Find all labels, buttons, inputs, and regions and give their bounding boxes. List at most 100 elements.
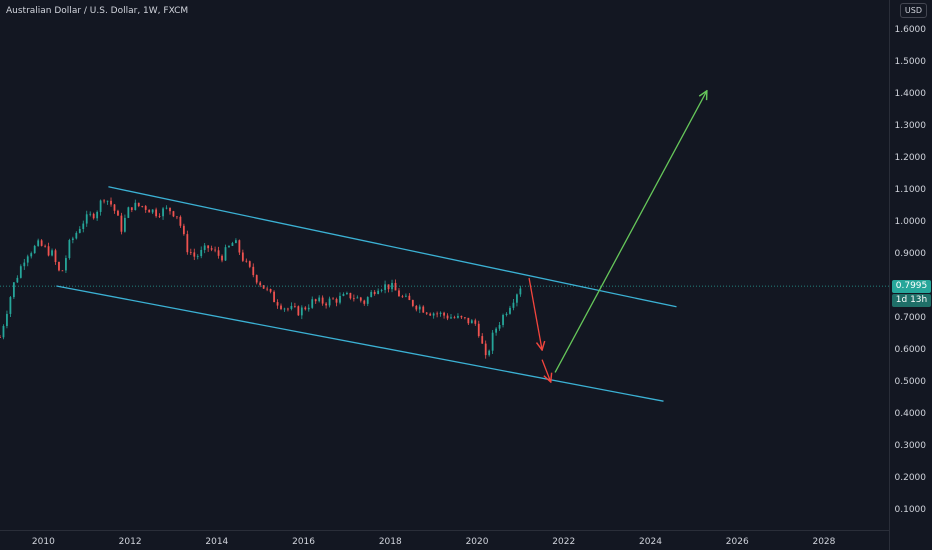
time-axis[interactable]: 2010 2012 2014 2016 2018 2020 2022 2024 2026 2028 (0, 530, 889, 550)
candle-down (335, 299, 338, 303)
candle-up (356, 297, 359, 299)
candle-down (411, 300, 414, 306)
candle-down (266, 288, 269, 290)
candle-up (228, 245, 230, 248)
down-arrow-1 (528, 277, 542, 350)
price-tick-label: 0.6000 (894, 345, 927, 355)
candle-up (457, 315, 459, 318)
candle-down (245, 260, 248, 262)
candle-up (200, 249, 203, 257)
candle-down (172, 211, 175, 217)
candle-up (491, 332, 494, 351)
candle-up (405, 295, 407, 297)
price-tick-label: 0.1000 (894, 505, 927, 515)
candle-down (352, 298, 355, 300)
price-axis[interactable]: USD 0.1000 0.2000 0.3000 0.4000 0.5000 0.6000… (889, 0, 932, 550)
candle-up (370, 291, 373, 298)
time-tick-label: 2016 (292, 537, 315, 547)
candle-up (71, 238, 74, 241)
candle-down (54, 250, 57, 262)
candle-down (398, 290, 400, 297)
candle-down (179, 216, 182, 226)
channel-lower-line (56, 285, 664, 402)
candle-down (321, 297, 324, 304)
candle-up (127, 207, 130, 218)
candle-up (432, 313, 435, 316)
candle-up (196, 256, 199, 257)
bar-countdown-label: 1d 13h (892, 294, 931, 308)
candle-up (78, 229, 81, 233)
price-tick-label: 0.4000 (894, 409, 927, 419)
candle-up (418, 306, 421, 310)
candle-up (495, 328, 498, 333)
candle-up (318, 297, 321, 302)
candle-down (280, 305, 282, 310)
candle-down (186, 234, 189, 253)
candle-down (429, 313, 432, 316)
candle-down (110, 200, 112, 205)
candle-down (141, 206, 144, 207)
candle-down (117, 210, 119, 216)
price-tick-label: 1.5000 (894, 57, 927, 67)
candle-up (377, 290, 380, 294)
candle-down (92, 213, 95, 219)
candle-down (158, 216, 161, 217)
candle-down (241, 252, 244, 261)
down-arrow-2 (541, 359, 551, 382)
candle-up (96, 211, 99, 219)
candle-down (58, 261, 60, 271)
price-chart[interactable] (0, 0, 889, 530)
candle-down (415, 305, 418, 310)
candle-down (44, 245, 47, 247)
candle-down (481, 336, 484, 344)
candle-down (259, 282, 262, 286)
candle-up (19, 266, 22, 278)
candle-up (516, 294, 518, 303)
time-tick-label: 2028 (812, 537, 836, 547)
price-tick-label: 1.3000 (894, 121, 927, 131)
candle-down (252, 266, 255, 276)
last-price-label: 0.7995 (892, 280, 931, 294)
candle-up (300, 307, 303, 316)
candle-up (12, 282, 15, 298)
candle-down (248, 261, 251, 267)
candle-down (293, 305, 296, 307)
candle-up (311, 299, 314, 308)
candle-up (23, 262, 26, 267)
candle-down (460, 315, 463, 318)
candle-up (505, 313, 508, 316)
candle-down (214, 249, 216, 251)
candle-up (307, 307, 310, 310)
candle-down (453, 317, 456, 319)
candle-up (6, 313, 8, 327)
candle-up (224, 247, 227, 261)
candle-down (40, 240, 43, 246)
candle-down (144, 206, 147, 210)
candle-down (47, 246, 50, 256)
candle-down (120, 215, 123, 232)
time-tick-label: 2014 (205, 537, 229, 547)
candle-down (182, 225, 185, 235)
candle-down (193, 252, 196, 257)
candle-down (210, 248, 213, 250)
candle-down (387, 284, 390, 290)
price-tick-label: 0.5000 (894, 377, 927, 387)
candle-down (273, 291, 275, 303)
time-tick-label: 2012 (118, 537, 142, 547)
candle-up (151, 209, 154, 213)
currency-button[interactable]: USD (899, 3, 927, 18)
candle-down (401, 296, 404, 298)
candle-down (276, 302, 279, 306)
time-tick-label: 2026 (725, 537, 749, 547)
candle-up (342, 294, 345, 296)
candle-up (123, 217, 126, 232)
candle-down (221, 255, 223, 261)
price-tick-label: 1.2000 (894, 153, 927, 163)
candle-down (484, 343, 487, 356)
candle-down (394, 282, 397, 291)
time-tick-label: 2024 (639, 537, 662, 547)
candle-down (467, 317, 470, 324)
time-tick-label: 2010 (31, 537, 55, 547)
candle-down (0, 337, 1, 338)
chart-area[interactable]: Australian Dollar / U.S. Dollar, 1W, FXC… (0, 0, 889, 530)
